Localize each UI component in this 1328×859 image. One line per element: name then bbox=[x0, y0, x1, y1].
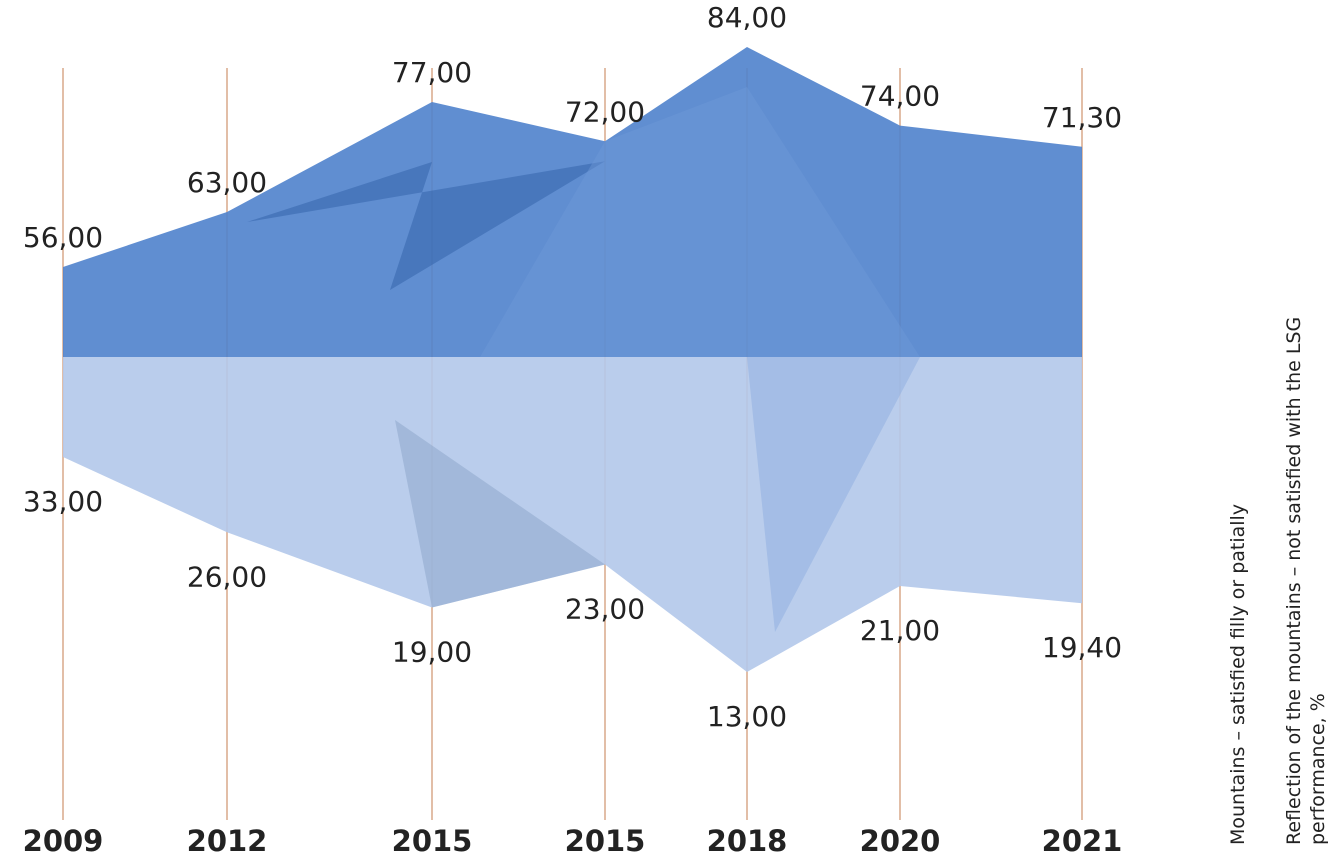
x-tick-label: 2020 bbox=[860, 824, 941, 858]
mountain-area bbox=[63, 47, 1082, 357]
value-label: 13,00 bbox=[707, 700, 787, 733]
facet bbox=[395, 420, 605, 608]
value-label: 63,00 bbox=[187, 166, 267, 199]
value-label: 56,00 bbox=[23, 221, 103, 254]
x-tick-label: 2021 bbox=[1042, 824, 1123, 858]
value-label: 33,00 bbox=[23, 485, 103, 518]
value-label: 26,00 bbox=[187, 560, 267, 593]
value-label: 77,00 bbox=[392, 56, 472, 89]
x-tick-label: 2012 bbox=[187, 824, 268, 858]
value-label: 71,30 bbox=[1042, 101, 1122, 134]
value-label: 23,00 bbox=[565, 593, 645, 626]
x-tick-label: 2015 bbox=[392, 824, 473, 858]
value-label: 21,00 bbox=[860, 614, 940, 647]
x-tick-label: 2009 bbox=[23, 824, 104, 858]
value-label: 19,40 bbox=[1042, 631, 1122, 664]
x-tick-label: 2015 bbox=[565, 824, 646, 858]
chart: 2009 56,00 33,00 2012 63,00 26,00 2015 77,00 19,… bbox=[23, 1, 1123, 858]
value-label: 72,00 bbox=[565, 95, 645, 128]
x-tick-label: 2018 bbox=[707, 824, 788, 858]
value-label: 19,00 bbox=[392, 636, 472, 669]
legend-entry: Mountains – satisfied filly or patially bbox=[1227, 503, 1249, 845]
legend-entry: Reflection of the mountains – not satisf… bbox=[1283, 316, 1328, 845]
value-label: 84,00 bbox=[707, 1, 787, 34]
facet bbox=[247, 161, 605, 290]
facet bbox=[480, 87, 920, 357]
value-label: 74,00 bbox=[860, 80, 940, 113]
facet bbox=[747, 357, 920, 632]
